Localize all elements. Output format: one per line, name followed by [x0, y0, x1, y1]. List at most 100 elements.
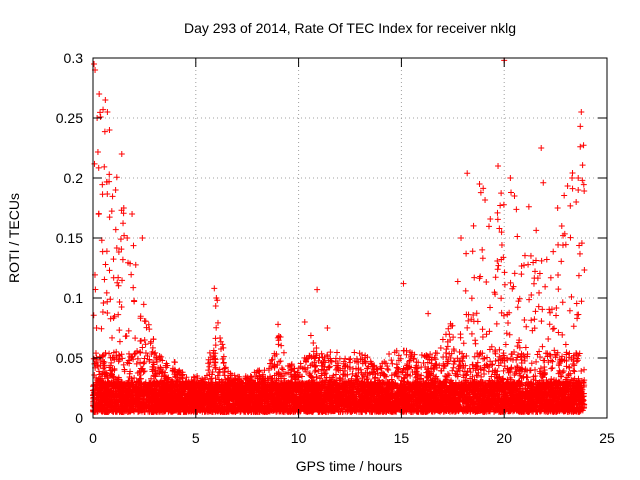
data-point	[553, 305, 560, 312]
data-points	[90, 57, 588, 415]
data-point	[513, 356, 520, 363]
data-point	[132, 261, 139, 268]
data-point	[505, 320, 512, 327]
data-point	[108, 208, 115, 215]
data-point	[508, 189, 515, 196]
data-point	[346, 356, 353, 363]
data-point	[558, 373, 565, 380]
data-point	[93, 324, 100, 331]
data-point	[116, 338, 123, 345]
data-point	[524, 353, 531, 360]
data-point	[432, 349, 439, 356]
data-point	[104, 309, 111, 316]
data-point	[566, 307, 573, 314]
data-point	[570, 323, 577, 330]
data-point	[487, 304, 494, 311]
data-point	[549, 364, 556, 371]
data-point	[115, 282, 122, 289]
data-point	[576, 250, 583, 257]
data-point	[121, 232, 128, 239]
data-point	[536, 270, 543, 277]
data-point	[326, 363, 333, 370]
data-point	[492, 358, 499, 365]
data-point	[310, 339, 317, 346]
data-point	[578, 367, 585, 374]
data-point	[217, 338, 224, 345]
data-point	[349, 370, 356, 377]
data-point	[118, 303, 125, 310]
data-point	[562, 241, 569, 248]
data-point	[104, 298, 111, 305]
data-point	[130, 284, 137, 291]
data-point	[406, 357, 413, 364]
data-point	[532, 308, 539, 315]
data-point	[326, 364, 333, 371]
data-point	[102, 261, 109, 268]
data-point	[219, 341, 226, 348]
data-point	[468, 295, 475, 302]
data-point	[538, 318, 545, 325]
data-point	[115, 311, 122, 318]
data-point	[106, 171, 113, 178]
data-point	[133, 360, 140, 367]
data-point	[498, 295, 505, 302]
data-point	[495, 262, 502, 269]
data-point	[523, 323, 530, 330]
data-point	[494, 216, 501, 223]
data-point	[567, 202, 574, 209]
data-point	[463, 250, 470, 257]
data-point	[496, 225, 503, 232]
data-point	[488, 373, 495, 380]
data-point	[500, 201, 507, 208]
data-point	[273, 370, 280, 377]
data-point	[94, 149, 101, 156]
data-point	[120, 210, 127, 217]
data-point	[100, 365, 107, 372]
data-point	[569, 360, 576, 367]
data-point	[95, 210, 102, 217]
data-point	[106, 267, 113, 274]
data-point	[477, 189, 484, 196]
data-point	[482, 196, 489, 203]
data-point	[280, 349, 287, 356]
data-point	[97, 113, 104, 120]
data-point	[100, 299, 107, 306]
data-point	[527, 252, 534, 259]
data-point	[99, 181, 106, 188]
data-point	[457, 331, 464, 338]
data-point	[506, 331, 513, 338]
data-point	[336, 355, 343, 362]
data-point	[146, 326, 153, 333]
data-point	[494, 266, 501, 273]
data-point	[538, 257, 545, 264]
data-point	[550, 248, 557, 255]
data-point	[148, 375, 155, 382]
data-point	[497, 202, 504, 209]
data-point	[90, 312, 97, 319]
data-point	[528, 360, 535, 367]
data-point	[374, 370, 381, 377]
data-point	[474, 359, 481, 366]
data-point	[494, 258, 501, 265]
data-point	[558, 258, 565, 265]
data-point	[537, 365, 544, 372]
data-point	[581, 266, 588, 273]
data-point	[112, 226, 119, 233]
data-point	[107, 315, 114, 322]
data-point	[106, 350, 113, 357]
data-point	[543, 256, 550, 263]
data-point	[507, 279, 514, 286]
data-point	[116, 327, 123, 334]
data-point	[547, 274, 554, 281]
data-point	[313, 344, 320, 351]
data-point	[117, 236, 124, 243]
data-point	[479, 326, 486, 333]
data-point	[531, 316, 538, 323]
data-point	[132, 335, 139, 342]
data-point	[140, 301, 147, 308]
data-point	[463, 353, 470, 360]
data-point	[109, 334, 116, 341]
data-point	[526, 296, 533, 303]
data-point	[211, 355, 218, 362]
